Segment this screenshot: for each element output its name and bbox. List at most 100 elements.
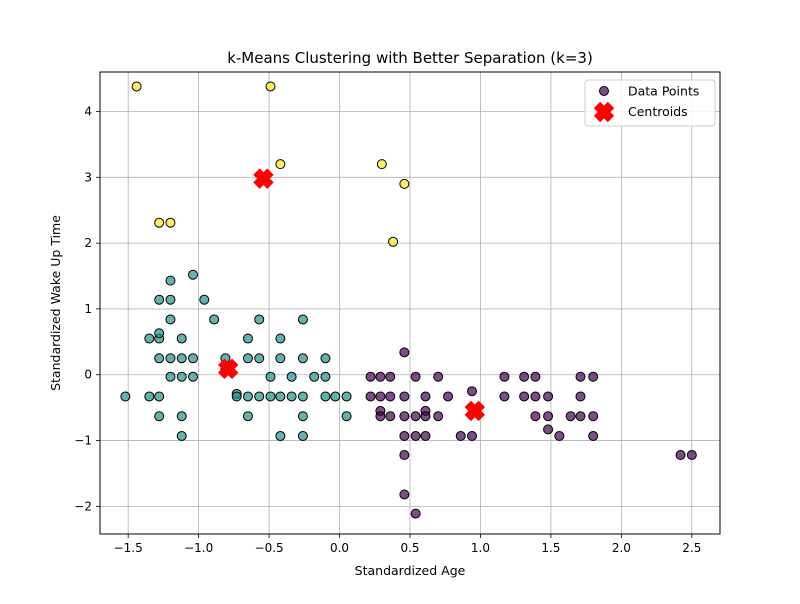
points-layer <box>120 81 697 519</box>
data-point <box>420 391 431 402</box>
data-point <box>297 353 308 364</box>
data-point <box>375 411 386 422</box>
data-point <box>209 314 220 325</box>
data-point <box>385 371 396 382</box>
data-point <box>176 353 187 364</box>
data-point <box>131 81 142 92</box>
data-point <box>385 391 396 402</box>
data-point <box>543 411 554 422</box>
data-point <box>420 411 431 422</box>
data-point <box>231 391 242 402</box>
data-point <box>199 294 210 305</box>
x-axis-label: Standardized Age <box>355 563 466 578</box>
y-tick-label: 4 <box>84 104 92 118</box>
data-point <box>399 391 410 402</box>
centroid-marker <box>464 400 486 422</box>
data-point <box>341 391 352 402</box>
data-point <box>242 353 253 364</box>
data-point <box>588 411 599 422</box>
data-point <box>375 371 386 382</box>
data-point <box>265 371 276 382</box>
legend-marker-data-points <box>599 86 609 96</box>
y-tick-label: −2 <box>74 499 92 513</box>
data-point <box>519 391 530 402</box>
data-point <box>275 159 286 170</box>
data-point <box>188 269 198 280</box>
x-tick-label: 0.0 <box>330 541 349 555</box>
data-point <box>176 371 187 382</box>
data-point <box>154 328 165 339</box>
x-tick-label: −1.0 <box>184 541 213 555</box>
tick-layer: −1.5 −1.0 −0.5 0.0 0.5 1.0 1.5 2.0 2.5 −2 −1 0 1 2 3 4 <box>74 104 701 555</box>
data-point <box>188 371 198 382</box>
data-point <box>433 411 444 422</box>
data-point <box>365 391 376 402</box>
legend-marker-centroids <box>593 101 615 123</box>
data-point <box>309 371 320 382</box>
data-point <box>375 391 386 402</box>
data-point <box>154 294 165 305</box>
data-point <box>443 391 454 402</box>
data-point <box>330 391 341 402</box>
x-tick-label: 1.5 <box>541 541 560 555</box>
data-point <box>388 236 399 247</box>
data-point <box>254 391 265 402</box>
data-point <box>565 411 576 422</box>
data-point <box>154 391 165 402</box>
data-point <box>297 314 308 325</box>
data-point <box>265 81 276 92</box>
data-point <box>410 430 421 441</box>
x-tick-label: −1.5 <box>114 541 143 555</box>
data-point <box>297 391 308 402</box>
data-point <box>165 294 176 305</box>
data-point <box>254 314 265 325</box>
data-point <box>588 430 599 441</box>
data-point <box>575 411 586 422</box>
data-point <box>297 411 308 422</box>
y-tick-label: −1 <box>74 434 92 448</box>
data-point <box>467 386 477 397</box>
data-point <box>242 333 253 344</box>
centroid-marker <box>253 168 274 189</box>
data-point <box>286 391 297 402</box>
y-tick-label: 0 <box>84 368 92 382</box>
centroid-marker <box>218 358 239 380</box>
y-tick-label: 2 <box>84 236 92 250</box>
data-point <box>254 353 265 364</box>
x-tick-label: 2.5 <box>682 541 701 555</box>
data-point <box>385 411 396 422</box>
data-point <box>144 391 155 402</box>
data-point <box>154 411 165 422</box>
data-point <box>275 333 286 344</box>
data-point <box>467 430 477 441</box>
legend-label-centroids: Centroids <box>628 104 688 119</box>
data-point <box>341 411 352 422</box>
data-point <box>530 411 541 422</box>
data-point <box>399 411 410 422</box>
data-point <box>543 391 554 402</box>
data-point <box>154 353 165 364</box>
data-point <box>410 508 421 519</box>
data-point <box>165 275 176 286</box>
data-point <box>499 391 510 402</box>
data-point <box>154 217 165 228</box>
data-point <box>242 411 253 422</box>
centroid-layer <box>218 168 486 422</box>
data-point <box>410 411 421 422</box>
data-point <box>320 353 331 364</box>
data-point <box>420 430 431 441</box>
data-point <box>242 391 253 402</box>
data-point <box>575 371 586 382</box>
data-point <box>575 391 586 402</box>
data-point <box>686 450 697 461</box>
data-point <box>554 430 565 441</box>
data-point <box>399 178 410 189</box>
data-point <box>530 371 541 382</box>
y-axis-label: Standardized Wake Up Time <box>48 215 63 391</box>
data-point <box>399 430 410 441</box>
data-point <box>176 411 187 422</box>
data-point <box>455 430 466 441</box>
x-tick-label: 2.0 <box>612 541 631 555</box>
